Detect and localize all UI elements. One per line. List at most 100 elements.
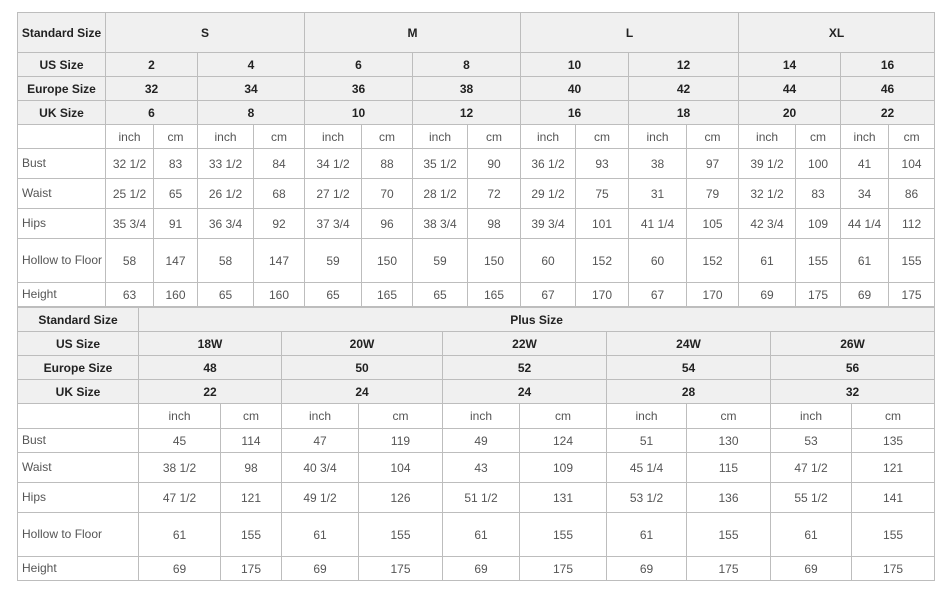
size-value: 42 <box>628 76 740 101</box>
measurement-value: 59 <box>412 238 469 283</box>
measurement-label: Height <box>17 282 106 307</box>
measurement-value: 69 <box>442 556 520 581</box>
measurement-value: 65 <box>412 282 469 307</box>
measurement-value: 69 <box>770 556 852 581</box>
measurement-value: 51 <box>606 428 687 453</box>
unit-label: inch <box>138 403 221 429</box>
measurement-value: 170 <box>575 282 630 307</box>
measurement-value: 175 <box>795 282 842 307</box>
measurement-value: 61 <box>770 512 852 557</box>
measurement-value: 43 <box>442 452 520 483</box>
measurement-value: 160 <box>153 282 198 307</box>
unit-label: cm <box>467 124 522 149</box>
size-value: 10 <box>520 52 630 77</box>
row-header: Standard Size <box>17 12 106 53</box>
measurement-value: 49 <box>442 428 520 453</box>
size-value: 34 <box>196 76 306 101</box>
measurement-value: 38 3/4 <box>412 208 469 239</box>
size-value: 12 <box>412 100 522 125</box>
row-header: UK Size <box>17 379 139 404</box>
measurement-label: Hips <box>17 208 106 239</box>
size-value: 12 <box>628 52 740 77</box>
unit-label: inch <box>412 124 469 149</box>
measurement-row: Height 69 175 69 175 69 175 69 175 69 175 <box>17 556 936 581</box>
measurement-value: 130 <box>686 428 771 453</box>
measurement-value: 105 <box>686 208 740 239</box>
unit-label: inch <box>770 403 852 429</box>
measurement-value: 88 <box>361 148 414 179</box>
measurement-value: 34 <box>840 178 890 209</box>
unit-label: cm <box>850 403 936 429</box>
size-value: 24 <box>281 379 443 404</box>
measurement-value: 72 <box>467 178 522 209</box>
unit-label: inch <box>105 124 154 149</box>
size-value: 2 <box>105 52 198 77</box>
measurement-value: 49 1/2 <box>281 482 359 513</box>
unit-label: cm <box>153 124 198 149</box>
measurement-value: 65 <box>304 282 363 307</box>
measurement-value: 55 1/2 <box>770 482 852 513</box>
measurement-value: 97 <box>686 148 740 179</box>
size-value: 22 <box>840 100 936 125</box>
measurement-value: 136 <box>686 482 771 513</box>
measurement-value: 104 <box>888 148 936 179</box>
unit-label: inch <box>606 403 687 429</box>
size-group-header: S <box>104 12 306 53</box>
measurement-value: 34 1/2 <box>304 148 363 179</box>
measurement-value: 47 1/2 <box>138 482 221 513</box>
size-value: 46 <box>840 76 936 101</box>
size-value: 20W <box>281 331 443 356</box>
measurement-value: 69 <box>138 556 221 581</box>
measurement-value: 44 1/4 <box>840 208 890 239</box>
measurement-value: 115 <box>686 452 771 483</box>
size-group-header: XL <box>738 12 936 53</box>
size-value: 24W <box>606 331 771 356</box>
measurement-label: Waist <box>17 452 139 483</box>
measurement-value: 155 <box>888 238 936 283</box>
measurement-value: 38 1/2 <box>138 452 221 483</box>
measurement-value: 25 1/2 <box>105 178 154 209</box>
measurement-value: 175 <box>850 556 936 581</box>
measurement-value: 121 <box>220 482 282 513</box>
size-value: 56 <box>769 355 936 380</box>
measurement-value: 45 1/4 <box>606 452 687 483</box>
row-header: US Size <box>17 331 139 356</box>
measurement-value: 75 <box>575 178 630 209</box>
measurement-value: 147 <box>252 238 306 283</box>
standard-size-row: Standard Size S M L XL <box>17 12 936 53</box>
measurement-value: 59 <box>304 238 363 283</box>
measurement-value: 150 <box>467 238 522 283</box>
size-value: 8 <box>412 52 522 77</box>
measurement-value: 65 <box>197 282 254 307</box>
unit-label: inch <box>520 124 577 149</box>
measurement-value: 70 <box>361 178 414 209</box>
measurement-value: 83 <box>795 178 842 209</box>
measurement-value: 114 <box>220 428 282 453</box>
measurement-value: 47 <box>281 428 359 453</box>
size-value: 40 <box>520 76 630 101</box>
measurement-value: 61 <box>606 512 687 557</box>
size-value: 18W <box>138 331 282 356</box>
standard-size-row: Standard Size Plus Size <box>17 307 936 332</box>
measurement-value: 35 1/2 <box>412 148 469 179</box>
uk-size-row: UK Size 22 24 24 28 32 <box>17 379 936 404</box>
measurement-value: 32 1/2 <box>105 148 154 179</box>
size-value: 28 <box>606 379 771 404</box>
size-value: 38 <box>412 76 522 101</box>
measurement-value: 119 <box>358 428 443 453</box>
measurement-label: Hollow to Floor <box>17 512 139 557</box>
size-value: 16 <box>520 100 630 125</box>
unit-label: cm <box>358 403 443 429</box>
size-value: 22W <box>442 331 607 356</box>
unit-label: inch <box>442 403 520 429</box>
measurement-value: 152 <box>686 238 740 283</box>
measurement-value: 79 <box>686 178 740 209</box>
size-value: 32 <box>769 379 936 404</box>
unit-label: inch <box>281 403 359 429</box>
size-value: 52 <box>442 355 607 380</box>
measurement-value: 165 <box>361 282 414 307</box>
measurement-value: 53 1/2 <box>606 482 687 513</box>
measurement-value: 109 <box>795 208 842 239</box>
unit-row: inch cm inch cm inch cm inch cm inch cm inch cm inch… <box>17 124 936 149</box>
measurement-value: 67 <box>628 282 688 307</box>
